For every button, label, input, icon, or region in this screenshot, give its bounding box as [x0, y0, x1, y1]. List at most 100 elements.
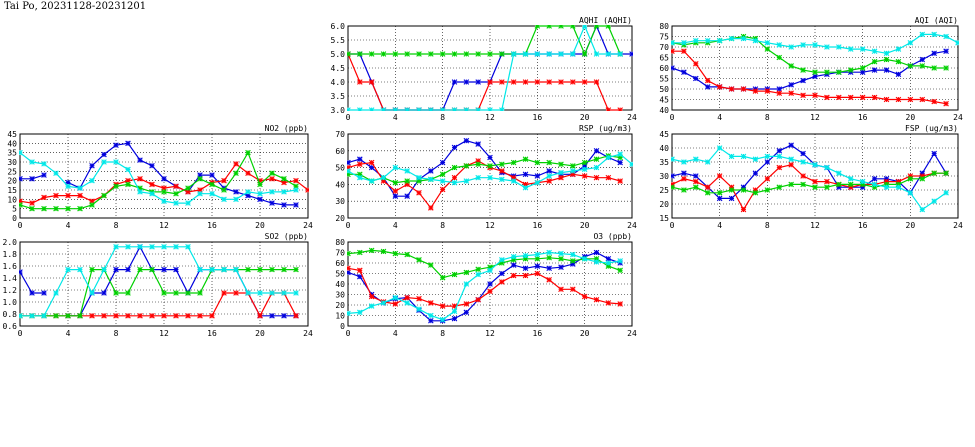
- rsp-point: [404, 178, 410, 184]
- aqi-point: [895, 46, 902, 52]
- fsp-point: [764, 176, 771, 182]
- no2-point: [65, 205, 71, 212]
- o3-point: [534, 256, 541, 262]
- fsp-point: [764, 159, 771, 165]
- rsp-point: [475, 161, 481, 168]
- so2-ytick-label: 1.4: [3, 274, 18, 283]
- o3-point: [404, 251, 410, 258]
- rsp-point: [546, 173, 552, 179]
- rsp-point: [499, 161, 505, 168]
- so2-point: [89, 266, 95, 273]
- aqi-point: [812, 73, 818, 80]
- so2-point: [161, 266, 167, 273]
- o3-point: [392, 294, 399, 301]
- aqhi-point: [451, 79, 458, 85]
- aqi-point: [800, 67, 806, 73]
- aqhi-point: [380, 107, 387, 111]
- so2-point: [257, 266, 263, 273]
- no2-point: [29, 205, 35, 212]
- fsp-point: [871, 181, 878, 188]
- rsp-point: [617, 178, 623, 184]
- so2-point: [19, 313, 23, 319]
- aqi-point: [859, 94, 866, 101]
- o3-point: [416, 306, 422, 312]
- o3-point: [510, 272, 517, 279]
- no2-point: [53, 192, 59, 199]
- o3-series-1: [347, 265, 623, 309]
- o3-point: [499, 279, 505, 285]
- aqi-point: [788, 90, 794, 96]
- aqhi-point: [581, 51, 588, 57]
- fsp-point: [704, 190, 711, 196]
- o3-title: O3 (ppb): [593, 232, 632, 241]
- fsp-point: [836, 181, 842, 188]
- so2-point: [197, 266, 203, 273]
- so2-point: [233, 290, 239, 296]
- no2-xtick-label: 16: [207, 221, 217, 230]
- rsp-point: [546, 178, 552, 184]
- fsp-point: [693, 184, 699, 190]
- o3-xtick-label: 16: [533, 329, 543, 338]
- so2-point: [137, 244, 143, 250]
- no2-point: [19, 202, 23, 208]
- aqi-point: [788, 63, 794, 69]
- no2-xtick-label: 0: [18, 221, 23, 230]
- aqhi-ytick-label: 3.0: [331, 106, 346, 115]
- o3-point: [439, 303, 446, 309]
- fsp-point: [812, 162, 818, 168]
- no2-point: [173, 190, 179, 197]
- fsp-ytick-label: 30: [659, 172, 669, 181]
- o3-ytick-label: 60: [335, 259, 345, 268]
- aqi-point: [895, 96, 902, 103]
- fsp-ytick-label: 45: [659, 130, 669, 139]
- rsp-point: [487, 154, 493, 161]
- aqi-point: [919, 56, 926, 63]
- no2-point: [125, 140, 131, 147]
- fsp-xtick-label: 12: [810, 221, 820, 230]
- o3-point: [593, 249, 600, 256]
- no2-point: [113, 142, 119, 148]
- fsp-point: [788, 156, 794, 162]
- fsp-point: [681, 170, 687, 176]
- no2-point: [185, 200, 191, 206]
- o3-point: [475, 266, 481, 273]
- rsp-point: [392, 188, 399, 194]
- o3-point: [617, 258, 623, 264]
- no2-point: [77, 185, 83, 191]
- fsp-point: [776, 148, 783, 154]
- aqi-series-0: [671, 48, 949, 92]
- aqhi-point: [451, 51, 458, 57]
- rsp-series-line: [347, 140, 621, 197]
- fsp-point: [907, 190, 914, 196]
- no2-point: [125, 166, 131, 173]
- o3-point: [617, 301, 623, 307]
- no2-point: [101, 159, 107, 165]
- no2-point: [41, 161, 47, 167]
- aqhi-series-2: [347, 25, 623, 57]
- rsp-point: [439, 171, 446, 178]
- aqi-ytick-label: 80: [659, 22, 669, 31]
- no2-point: [305, 187, 309, 193]
- o3-ytick-label: 0: [340, 322, 345, 331]
- no2-point: [269, 170, 275, 176]
- rsp-point: [499, 168, 505, 174]
- no2-point: [293, 202, 299, 208]
- o3-point: [499, 270, 505, 277]
- fsp-series-2: [671, 170, 949, 196]
- no2-point: [77, 205, 83, 212]
- aqhi-point: [487, 79, 493, 85]
- aqi-point: [671, 40, 675, 46]
- aqi-point: [871, 48, 878, 54]
- so2-xtick-label: 0: [18, 329, 23, 338]
- o3-point: [368, 293, 375, 300]
- so2-point: [53, 290, 59, 296]
- no2-point: [161, 176, 167, 182]
- no2-point: [137, 176, 143, 182]
- no2-ytick-label: 25: [7, 167, 17, 176]
- rsp-point: [522, 171, 529, 178]
- aqi-series-1: [671, 48, 949, 107]
- no2-point: [233, 161, 239, 167]
- no2-point: [77, 192, 83, 199]
